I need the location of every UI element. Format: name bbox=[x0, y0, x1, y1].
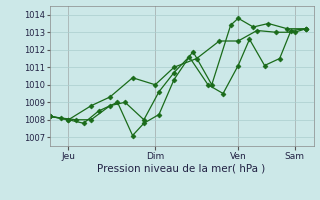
X-axis label: Pression niveau de la mer( hPa ): Pression niveau de la mer( hPa ) bbox=[98, 163, 266, 173]
